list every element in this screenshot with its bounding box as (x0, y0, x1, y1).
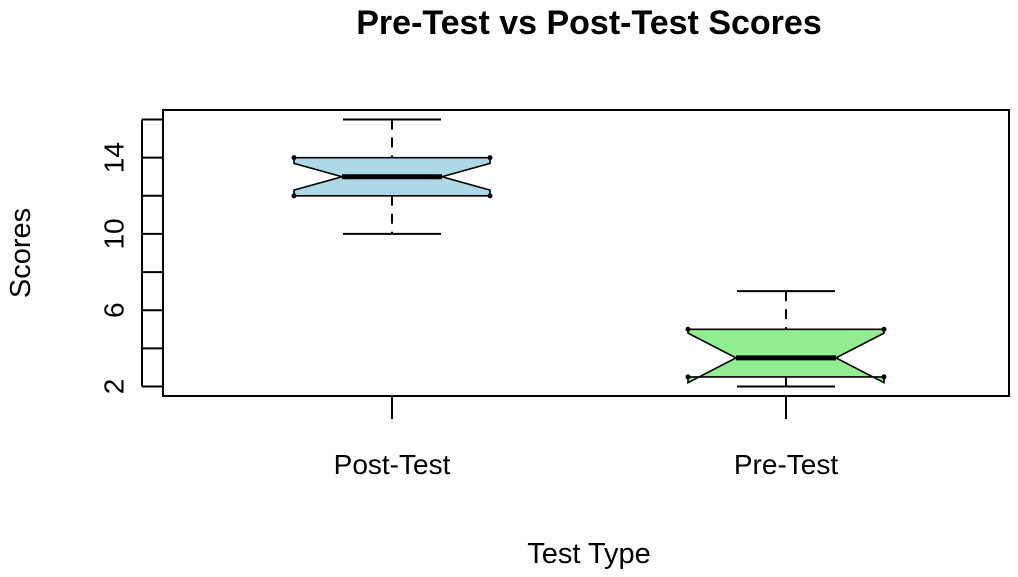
box-corner-dot (291, 193, 297, 199)
y-axis: 2 6 10 14 (99, 118, 163, 395)
box-pre-test (685, 290, 887, 388)
y-tick-label: 2 (99, 379, 130, 395)
box-corner-dot (685, 326, 691, 332)
x-tick-label: Post-Test (334, 449, 451, 480)
y-tick-label: 14 (99, 142, 130, 173)
box-group (291, 118, 887, 388)
x-axis: Post-Test Pre-Test (334, 396, 838, 480)
y-tick-label: 10 (99, 218, 130, 249)
x-tick-label: Pre-Test (734, 449, 838, 480)
box-corner-dot (685, 374, 691, 380)
chart-title: Pre-Test vs Post-Test Scores (356, 4, 821, 42)
box-corner-dot (487, 193, 493, 199)
box-post-test (291, 118, 493, 235)
box-corner-dot (487, 155, 493, 161)
y-tick-label: 6 (99, 302, 130, 318)
y-axis-label: Scores (5, 208, 37, 298)
box-corner-dot (881, 326, 887, 332)
x-axis-label: Test Type (527, 538, 651, 570)
box-corner-dot (291, 155, 297, 161)
plot-frame (162, 109, 1010, 397)
box-corner-dot (881, 374, 887, 380)
